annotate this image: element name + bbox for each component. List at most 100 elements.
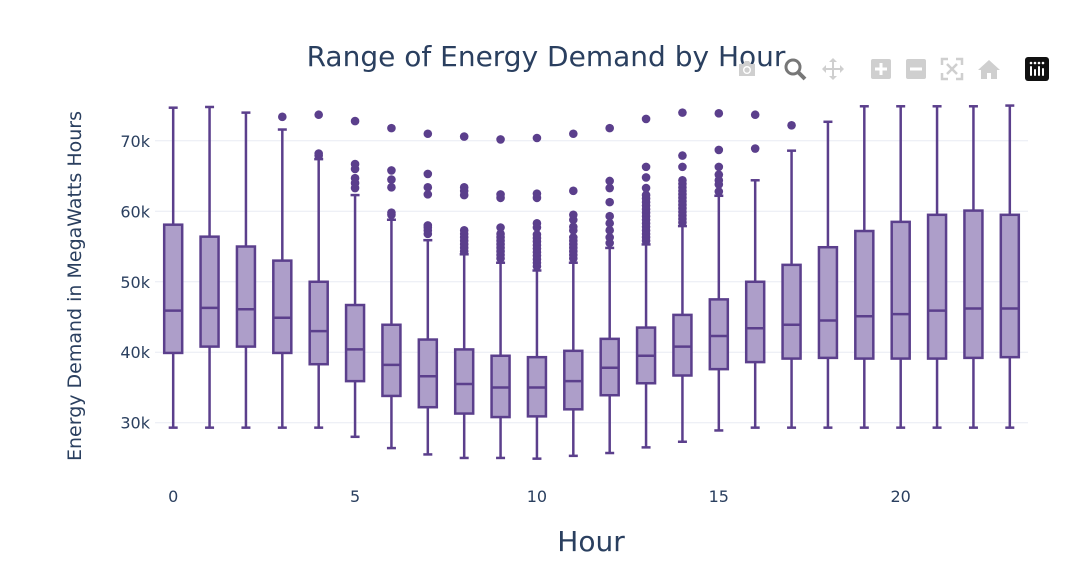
box-hour-7[interactable] <box>417 129 439 456</box>
pan-icon[interactable] <box>820 56 846 82</box>
x-tick-label: 10 <box>527 487 547 506</box>
box-hour-8[interactable] <box>453 132 475 460</box>
outlier-point <box>314 149 323 158</box>
outlier-point <box>496 135 505 144</box>
outlier-point <box>678 151 687 160</box>
y-tick-label: 60k <box>120 202 150 221</box>
box-hour-6[interactable] <box>381 123 402 450</box>
outlier-point <box>350 159 360 169</box>
zoom-icon[interactable] <box>782 56 808 82</box>
x-tick-labels: 0 5 10 15 20 <box>168 487 911 506</box>
box-hour-10[interactable] <box>526 133 548 460</box>
outlier-point <box>532 218 542 228</box>
outlier-point <box>387 166 396 175</box>
chart-title: Range of Energy Demand by Hour <box>307 40 786 73</box>
box-layer[interactable] <box>162 104 1021 460</box>
y-tick-labels: 30k 40k 50k 60k 70k <box>120 132 150 433</box>
outlier-point <box>678 108 687 117</box>
x-tick-label: 20 <box>891 487 911 506</box>
x-tick-label: 0 <box>168 487 178 506</box>
zoom-out-icon[interactable] <box>903 56 929 82</box>
iqr-box <box>417 338 439 409</box>
iqr-box <box>817 245 839 360</box>
outlier-point <box>496 190 505 199</box>
box-hour-15[interactable] <box>708 109 730 432</box>
outlier-point <box>532 230 542 239</box>
outlier-point <box>641 190 651 200</box>
box-hour-2[interactable] <box>235 111 257 429</box>
outlier-point <box>459 183 469 192</box>
grid-layer <box>155 140 1028 424</box>
outlier-point <box>459 226 469 235</box>
outlier-point <box>496 223 505 232</box>
camera-icon[interactable] <box>734 56 760 82</box>
box-hour-5[interactable] <box>344 116 366 439</box>
box-hour-14[interactable] <box>672 108 693 443</box>
zoom-in-icon[interactable] <box>868 56 894 82</box>
outlier-point <box>641 183 651 193</box>
outlier-point <box>423 169 433 179</box>
iqr-box <box>963 209 984 360</box>
box-hour-21[interactable] <box>926 105 948 429</box>
box-hour-3[interactable] <box>272 112 293 429</box>
outlier-point <box>641 114 651 124</box>
outlier-point <box>423 190 433 199</box>
iqr-box <box>744 280 766 364</box>
iqr-box <box>272 259 293 355</box>
outlier-point <box>750 144 760 153</box>
outlier-point <box>569 129 578 139</box>
outlier-point <box>714 187 724 196</box>
outlier-point <box>387 183 396 192</box>
outlier-point <box>605 233 614 242</box>
box-hour-16[interactable] <box>744 110 766 429</box>
iqr-box <box>308 280 329 366</box>
outlier-point <box>387 208 396 217</box>
iqr-box <box>890 220 911 360</box>
outlier-point <box>387 123 396 133</box>
iqr-box <box>708 298 730 371</box>
box-hour-22[interactable] <box>963 105 984 429</box>
outlier-point <box>496 229 505 239</box>
iqr-box <box>999 213 1021 359</box>
box-hour-23[interactable] <box>999 104 1021 429</box>
reset-axes-icon[interactable] <box>976 56 1002 82</box>
outlier-point <box>605 197 614 207</box>
autoscale-icon[interactable] <box>939 56 965 82</box>
plotly-logo-icon[interactable] <box>1024 56 1050 82</box>
outlier-point <box>532 189 542 198</box>
box-hour-1[interactable] <box>199 105 220 429</box>
outlier-point <box>641 162 651 172</box>
y-tick-label: 50k <box>120 273 150 292</box>
box-hour-0[interactable] <box>162 106 184 429</box>
box-hour-12[interactable] <box>599 123 620 455</box>
outlier-point <box>605 183 614 193</box>
box-hour-17[interactable] <box>781 121 802 429</box>
box-hour-11[interactable] <box>563 129 584 458</box>
outlier-point <box>714 162 724 172</box>
outlier-point <box>714 145 724 155</box>
iqr-box <box>854 229 875 360</box>
iqr-box <box>162 223 184 355</box>
box-hour-9[interactable] <box>490 135 511 460</box>
outlier-point <box>678 175 687 185</box>
outlier-point <box>350 173 360 183</box>
box-hour-20[interactable] <box>890 105 911 429</box>
box-hour-18[interactable] <box>817 120 839 429</box>
outlier-point <box>314 110 323 120</box>
iqr-box <box>381 323 402 398</box>
x-tick-label: 15 <box>709 487 729 506</box>
outlier-point <box>423 129 433 139</box>
box-hour-13[interactable] <box>635 114 657 449</box>
y-tick-label: 40k <box>120 343 150 362</box>
iqr-box <box>199 235 220 348</box>
outlier-point <box>387 175 396 184</box>
outlier-point <box>569 222 578 232</box>
iqr-box <box>235 245 257 348</box>
box-hour-19[interactable] <box>854 105 875 429</box>
outlier-point <box>423 183 433 192</box>
outlier-point <box>532 133 542 143</box>
outlier-point <box>350 116 360 126</box>
outlier-point <box>605 226 614 235</box>
box-hour-4[interactable] <box>308 110 329 429</box>
